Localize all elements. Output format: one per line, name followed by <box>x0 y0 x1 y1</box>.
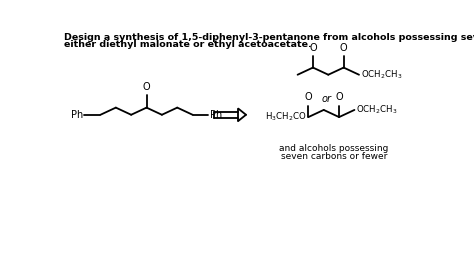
Text: Design a synthesis of 1,5-diphenyl-3-pentanone from alcohols possessing seven ca: Design a synthesis of 1,5-diphenyl-3-pen… <box>64 33 474 42</box>
Text: H$_3$CH$_2$CO: H$_3$CH$_2$CO <box>265 111 307 123</box>
Text: OCH$_2$CH$_3$: OCH$_2$CH$_3$ <box>356 104 397 116</box>
Text: O: O <box>340 43 347 53</box>
Text: Ph: Ph <box>210 110 222 120</box>
Text: and alcohols possessing: and alcohols possessing <box>279 144 389 153</box>
Text: either diethyl malonate or ethyl acetoacetate.: either diethyl malonate or ethyl acetoac… <box>64 40 311 49</box>
Text: O: O <box>309 43 317 53</box>
Text: O: O <box>143 82 150 92</box>
Text: or: or <box>321 94 331 104</box>
Text: Ph: Ph <box>71 110 83 120</box>
Text: O: O <box>335 93 343 103</box>
Text: OCH$_2$CH$_3$: OCH$_2$CH$_3$ <box>361 68 402 81</box>
Text: seven carbons or fewer: seven carbons or fewer <box>281 152 387 161</box>
Text: O: O <box>305 93 312 103</box>
